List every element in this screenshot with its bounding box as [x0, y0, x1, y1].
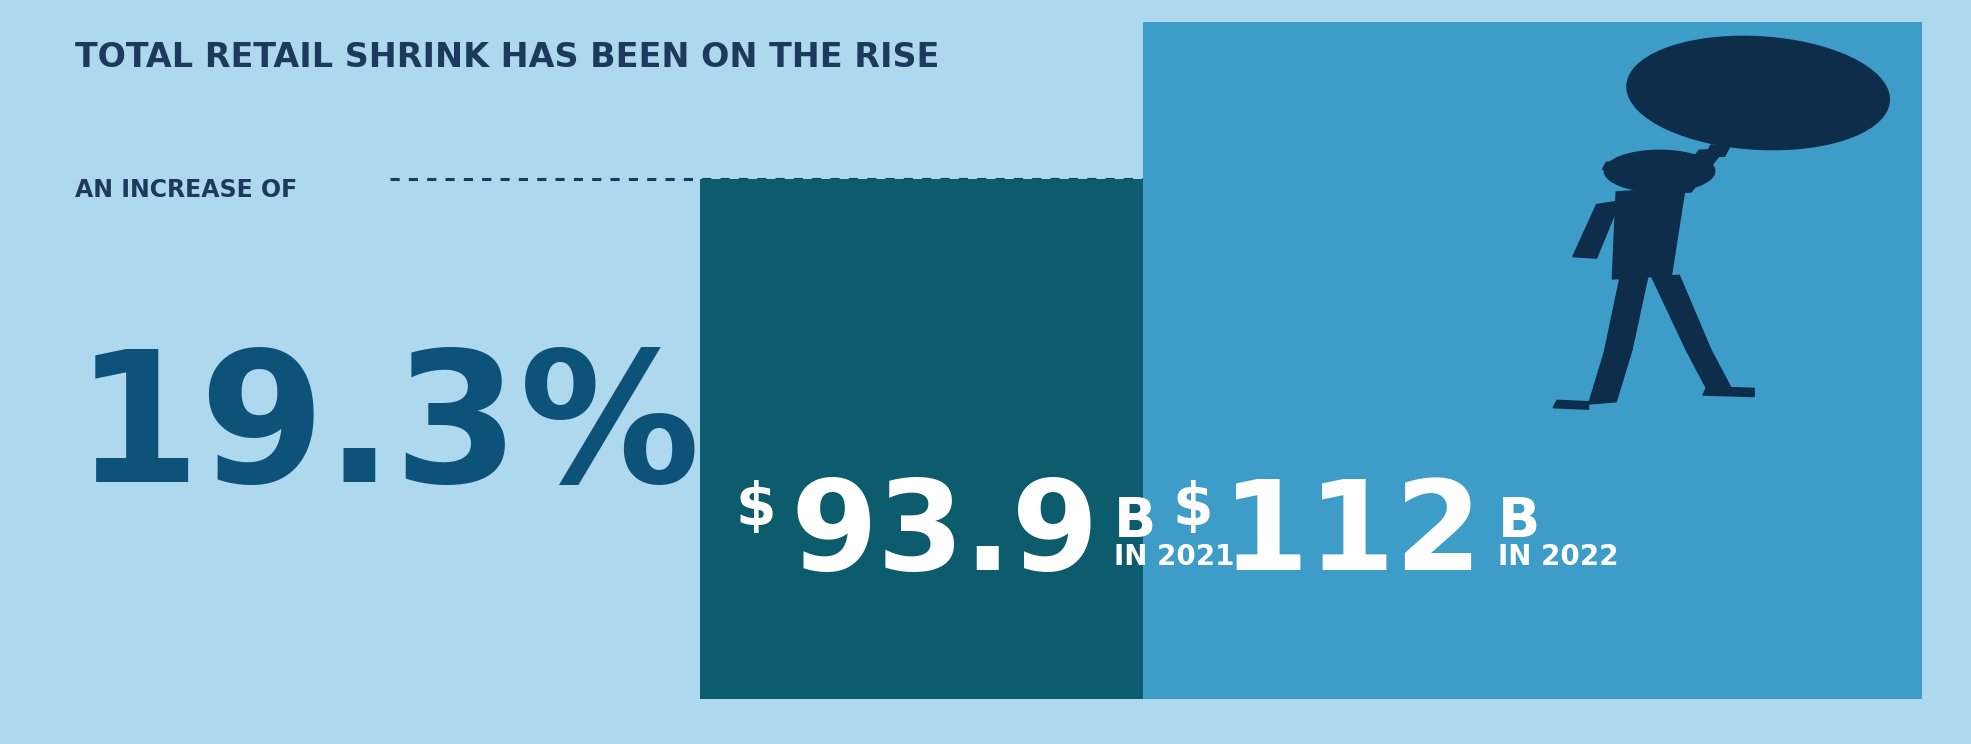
Polygon shape [1612, 187, 1685, 279]
Text: B: B [1498, 495, 1539, 549]
Polygon shape [1604, 277, 1648, 352]
Text: TOTAL RETAIL SHRINK HAS BEEN ON THE RISE: TOTAL RETAIL SHRINK HAS BEEN ON THE RISE [75, 41, 940, 74]
Polygon shape [1705, 145, 1731, 156]
Text: B: B [1114, 495, 1155, 549]
Polygon shape [1687, 350, 1731, 389]
Text: IN 2021: IN 2021 [1114, 543, 1234, 571]
Polygon shape [1665, 149, 1725, 193]
Polygon shape [1589, 350, 1632, 404]
Text: 112: 112 [1222, 475, 1482, 596]
Circle shape [1604, 150, 1715, 192]
Polygon shape [1602, 160, 1685, 170]
Text: $: $ [735, 480, 777, 537]
Polygon shape [1553, 400, 1589, 409]
Polygon shape [1573, 201, 1620, 258]
Bar [1143, 22, 1922, 699]
Polygon shape [1652, 275, 1711, 352]
Text: 19.3%: 19.3% [75, 344, 702, 519]
Bar [700, 179, 1143, 699]
Text: IN 2022: IN 2022 [1498, 543, 1618, 571]
Text: 93.9: 93.9 [790, 475, 1100, 596]
Ellipse shape [1626, 36, 1890, 150]
Polygon shape [1703, 387, 1754, 397]
Text: $: $ [1173, 480, 1214, 537]
Text: AN INCREASE OF: AN INCREASE OF [75, 178, 298, 202]
